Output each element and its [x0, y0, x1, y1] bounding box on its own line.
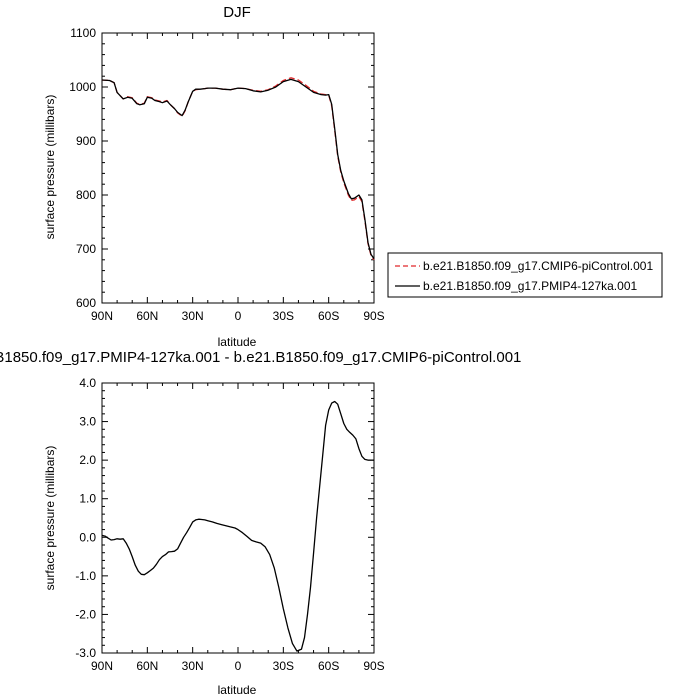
- bottom-plot-frame: [101, 382, 375, 654]
- bottom-y-tick-label: 3.0: [79, 415, 96, 429]
- bottom-y-tick-label: 2.0: [79, 453, 96, 467]
- legend-box: [387, 252, 663, 298]
- top-y-tick-label: 700: [76, 242, 96, 256]
- bottom-chart-title: b.e21.B1850.f09_g17.PMIP4-127ka.001 - b.…: [0, 349, 521, 366]
- bottom-x-tick-label: 30N: [182, 659, 204, 673]
- bottom-y-tick-label: -3.0: [75, 646, 96, 660]
- top-y-tick-label: 1000: [69, 80, 96, 94]
- bottom-y-tick-label: -2.0: [75, 607, 96, 621]
- top-x-tick-label: 0: [235, 309, 242, 323]
- top-y-axis-label: surface pressure (millibars): [43, 95, 57, 240]
- legend-entry-picontrol: b.e21.B1850.f09_g17.CMIP6-piControl.001: [423, 259, 653, 273]
- top-x-tick-label: 90N: [91, 309, 113, 323]
- top-x-tick-label: 60S: [318, 309, 339, 323]
- bottom-x-axis-label: latitude: [218, 683, 257, 697]
- top-x-tick-label: 30N: [182, 309, 204, 323]
- bottom-y-tick-label: 1.0: [79, 492, 96, 506]
- bottom-series-line-0: [101, 400, 374, 652]
- bottom-y-axis-label: surface pressure (millibars): [43, 446, 57, 591]
- top-x-tick-label: 60N: [136, 309, 158, 323]
- bottom-x-tick-label: 60N: [136, 659, 158, 673]
- top-chart-title: DJF: [223, 4, 251, 21]
- top-x-tick-label: 30S: [273, 309, 294, 323]
- top-plot-frame: [101, 32, 375, 304]
- top-y-tick-label: 800: [76, 188, 96, 202]
- legend-entry-pmip4: b.e21.B1850.f09_g17.PMIP4-127ka.001: [423, 279, 637, 293]
- bottom-y-tick-label: 4.0: [79, 376, 96, 390]
- bottom-y-tick-label: -1.0: [75, 569, 96, 583]
- top-x-axis-label: latitude: [218, 335, 257, 349]
- top-y-tick-label: 600: [76, 296, 96, 310]
- chart-marks: 90N 60N 30N 0 30S 60S 90S 600 700 800 900 1000 1100 9…: [69, 26, 384, 673]
- top-y-tick-label: 1100: [70, 26, 96, 40]
- bottom-y-tick-label: 0.0: [79, 530, 96, 544]
- bottom-x-tick-label: 30S: [273, 659, 294, 673]
- legend: b.e21.B1850.f09_g17.CMIP6-piControl.001 …: [387, 252, 663, 298]
- top-x-tick-label: 90S: [363, 309, 384, 323]
- top-series-line-1: [101, 78, 375, 260]
- bottom-x-tick-label: 60S: [318, 659, 339, 673]
- bottom-x-tick-label: 0: [235, 659, 242, 673]
- bottom-x-tick-label: 90S: [363, 659, 384, 673]
- top-y-tick-label: 900: [76, 134, 96, 148]
- bottom-x-tick-label: 90N: [91, 659, 113, 673]
- top-series-line-0: [101, 77, 375, 261]
